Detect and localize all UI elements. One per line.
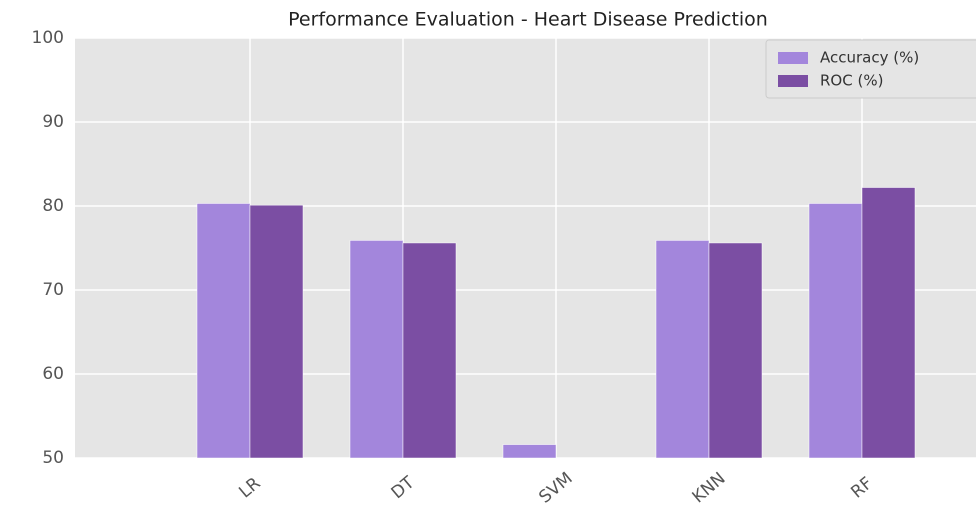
x-tick-label: RF [847, 473, 876, 502]
x-tick-label: LR [235, 473, 264, 502]
y-tick-label: 100 [32, 28, 64, 48]
y-tick-label: 80 [42, 196, 64, 216]
x-tick-label: KNN [689, 469, 730, 508]
bar [349, 240, 404, 459]
bar [402, 242, 457, 459]
legend-label: ROC (%) [820, 72, 883, 90]
y-tick-label: 50 [42, 448, 64, 468]
legend-swatch [778, 75, 808, 87]
x-tick-label: SVM [535, 468, 576, 507]
legend: Accuracy (%) ROC (%) [765, 39, 976, 99]
legend-swatch [778, 52, 808, 64]
legend-box [765, 39, 976, 99]
bar [861, 187, 916, 459]
y-tick-label: 70 [42, 280, 64, 300]
bar [249, 204, 304, 459]
legend-label: Accuracy (%) [820, 49, 919, 67]
chart-title: Performance Evaluation - Heart Disease P… [288, 9, 768, 31]
bar [655, 240, 710, 459]
bar [808, 203, 863, 459]
bar [502, 444, 557, 459]
y-tick-label: 60 [42, 364, 64, 384]
y-tick-label: 90 [42, 112, 64, 132]
bar [196, 203, 251, 459]
x-tick-label: DT [388, 472, 419, 503]
bar [708, 242, 763, 459]
